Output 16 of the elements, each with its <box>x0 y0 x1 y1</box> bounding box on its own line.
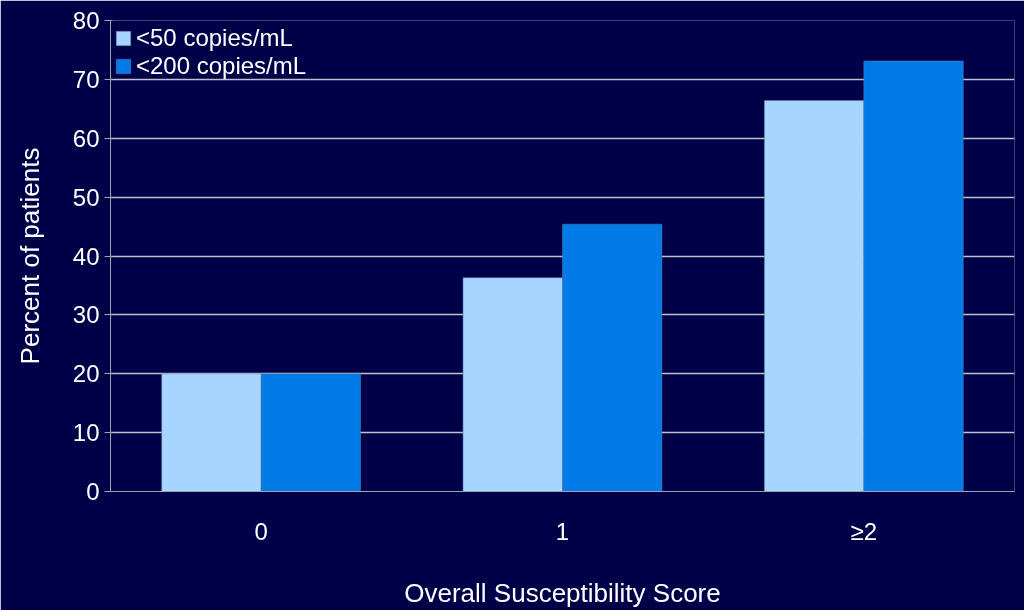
y-tick-label: 50 <box>72 183 100 211</box>
y-tick-label: 30 <box>72 301 100 329</box>
y-tick-label: 80 <box>72 7 100 34</box>
y-tick-label: 0 <box>86 478 100 505</box>
y-tick-label: 20 <box>72 360 100 388</box>
x-tick-label: 1 <box>555 517 570 545</box>
y-tick-label: 60 <box>72 124 100 152</box>
y-tick-label: 10 <box>72 419 100 447</box>
legend-label: <200 copies/mL <box>136 52 307 80</box>
legend-label: <50 copies/mL <box>136 24 293 52</box>
y-tick-label: 40 <box>72 242 100 270</box>
x-tick-label: ≥2 <box>850 517 878 545</box>
y-tick-label: 70 <box>72 65 100 93</box>
x-tick-label: 0 <box>254 517 268 545</box>
x-axis-title: Overall Susceptibility Score <box>404 577 721 608</box>
y-axis-title: Percent of patients <box>14 147 45 365</box>
